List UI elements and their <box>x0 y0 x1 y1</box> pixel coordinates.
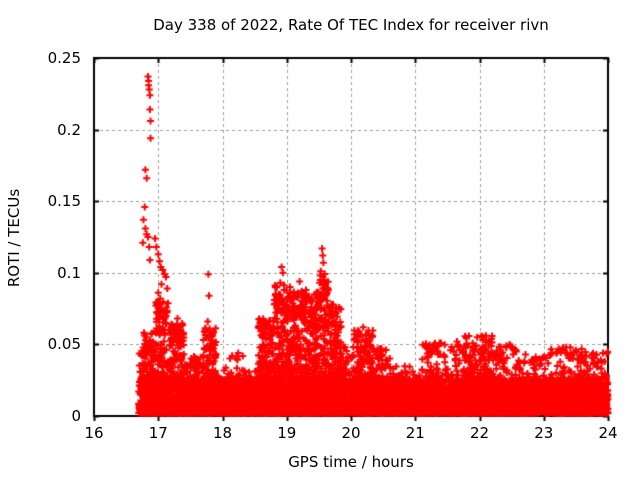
x-tick-label: 17 <box>148 424 168 442</box>
x-tick-label: 16 <box>84 424 104 442</box>
chart-title: Day 338 of 2022, Rate Of TEC Index for r… <box>153 16 549 34</box>
y-tick-label: 0.15 <box>47 192 81 211</box>
y-tick-label: 0.1 <box>57 263 81 282</box>
y-tick-label: 0 <box>71 407 81 425</box>
x-tick-label: 18 <box>212 424 233 442</box>
x-tick-label: 21 <box>405 424 425 442</box>
x-tick-label: 20 <box>341 424 361 442</box>
x-tick-label: 22 <box>469 424 490 442</box>
x-tick-label: 19 <box>277 424 297 442</box>
y-tick-label: 0.2 <box>57 120 81 139</box>
y-tick-label: 0.05 <box>47 335 81 354</box>
x-tick-label: 23 <box>534 424 554 442</box>
x-axis-label: GPS time / hours <box>288 453 414 471</box>
x-tick-label: 24 <box>598 424 618 442</box>
y-tick-label: 0.25 <box>47 49 81 67</box>
